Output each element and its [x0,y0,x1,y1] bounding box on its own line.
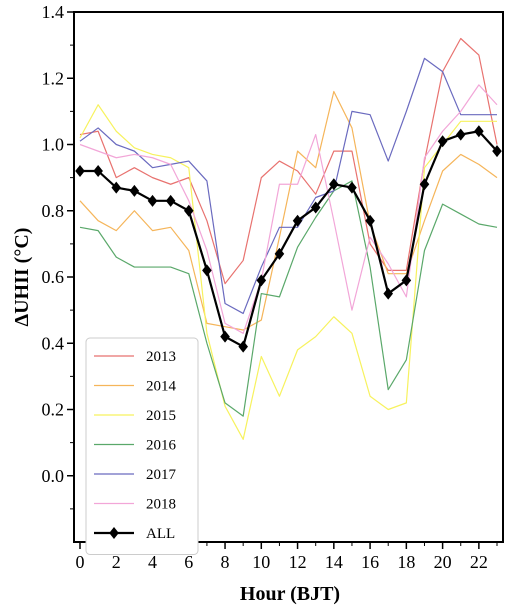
y-tick-label: 0.8 [42,201,65,221]
legend-label-2016: 2016 [146,438,177,454]
x-tick-label: 4 [148,552,157,572]
legend-label-all: ALL [146,526,175,542]
point-all [383,287,394,300]
x-tick-label: 16 [361,552,379,572]
legend: 2013 2014 2015 2016 2017 2018 ALL [85,337,199,555]
series-line-2013 [79,37,498,285]
y-tick-label: 0.0 [42,466,65,486]
x-tick-label: 22 [470,552,488,572]
point-all [165,194,176,207]
point-all [256,274,267,287]
y-tick-label: 1.2 [42,68,65,88]
y-tick-label: 0.6 [42,267,65,287]
point-all [292,214,303,227]
point-all [183,204,194,217]
legend-label-2017: 2017 [146,467,177,483]
point-all [147,194,158,207]
point-all [329,178,339,191]
point-all [111,181,122,194]
point-all [274,247,285,260]
point-all [474,125,484,138]
x-tick-label: 20 [434,552,452,572]
x-tick-label: 10 [252,552,270,572]
y-tick-label: 0.4 [42,333,65,353]
point-all [365,214,375,227]
point-all [419,178,430,191]
x-tick-label: 14 [325,552,343,572]
point-all [75,165,85,177]
series-line-2018 [79,84,498,334]
x-tick-label: 6 [184,552,193,572]
point-all [347,181,357,194]
legend-box [85,337,199,555]
point-all [401,274,412,287]
legend-label-2014: 2014 [146,379,177,395]
series-line-all [80,130,498,348]
x-tick-label: 18 [397,552,415,572]
y-axis-title: ΔUHII (°C) [11,228,33,327]
legend-marker-all [109,527,119,539]
series-line-2016 [79,180,498,417]
y-tick-label: 1.4 [42,2,65,22]
y-tick-label: 1.0 [42,135,65,155]
legend-label-2013: 2013 [146,349,176,365]
point-all [93,165,103,177]
x-tick-label: 8 [221,552,230,572]
legend-label-2018: 2018 [146,497,176,513]
series-line-2014 [79,90,498,331]
point-all [202,264,212,277]
series-line-2017 [79,57,497,315]
y-tick-label: 0.2 [42,400,65,420]
x-tick-label: 0 [76,552,85,572]
point-all [437,135,448,148]
markers-layer [75,125,502,353]
point-all [129,184,140,197]
legend-label-2015: 2015 [146,408,176,424]
x-axis-title: Hour (BJT) [240,583,340,605]
y-axis: 0.0 0.2 0.4 0.6 0.8 1.0 1.2 1.4 [42,2,74,510]
x-tick-label: 12 [289,552,307,572]
point-all [492,145,502,158]
x-tick-label: 2 [112,552,121,572]
point-all [455,128,466,141]
series-line-2015 [79,104,497,440]
point-all [310,201,321,214]
point-all [220,330,230,343]
x-axis: 0 2 4 6 8 10 12 14 16 18 20 22 [76,542,498,572]
point-all [238,340,248,353]
